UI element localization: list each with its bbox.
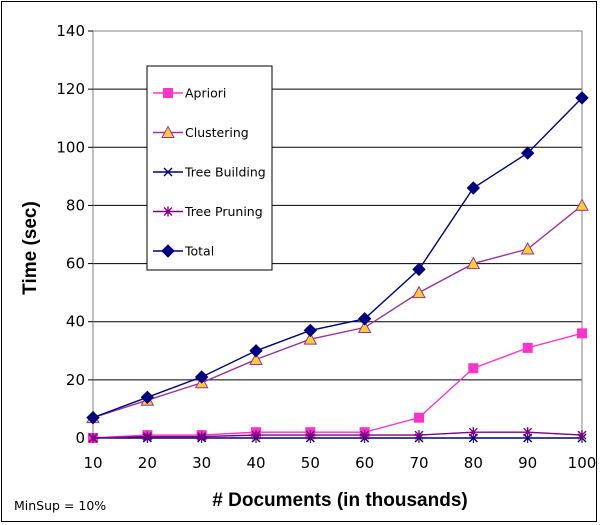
legend-item-apriori: Apriori bbox=[153, 86, 226, 101]
tree-pruning-point bbox=[305, 430, 315, 441]
legend-box bbox=[146, 65, 273, 271]
total-point bbox=[466, 181, 481, 195]
tree-pruning-point bbox=[251, 430, 261, 441]
y-tick-label: 20 bbox=[66, 371, 85, 389]
total-point bbox=[575, 91, 589, 105]
legend-label: Clustering bbox=[185, 125, 249, 140]
total-point bbox=[412, 262, 426, 277]
apriori-point bbox=[414, 412, 424, 423]
legend-marker bbox=[161, 125, 175, 138]
tree-pruning-line bbox=[92, 431, 583, 439]
tree-pruning-point bbox=[577, 430, 587, 441]
legend-item-clustering: Clustering bbox=[153, 125, 249, 140]
x-tick-label: 100 bbox=[568, 454, 597, 472]
clustering-point bbox=[303, 332, 318, 345]
x-tick-label: 10 bbox=[83, 454, 102, 472]
clustering-point bbox=[520, 241, 535, 255]
y-tick-label: 140 bbox=[56, 22, 85, 40]
legend-label: Tree Building bbox=[184, 165, 266, 180]
y-tick-label: 80 bbox=[66, 196, 85, 214]
total-point bbox=[194, 370, 209, 384]
total-point bbox=[357, 312, 372, 326]
x-tick-label: 60 bbox=[355, 454, 374, 472]
tree-pruning-point bbox=[142, 431, 152, 442]
x-axis-ticks: 10 20 30 40 50 60 70 80 90 100 bbox=[83, 438, 596, 472]
legend-label: Apriori bbox=[185, 86, 226, 101]
clustering-point bbox=[575, 198, 589, 211]
y-tick-label: 40 bbox=[66, 313, 85, 331]
total-point bbox=[249, 344, 263, 358]
x-tick-label: 90 bbox=[518, 454, 537, 472]
y-tick-label: 120 bbox=[56, 80, 85, 98]
clustering-point bbox=[249, 352, 263, 366]
series-total bbox=[86, 91, 589, 425]
series-apriori bbox=[88, 328, 587, 443]
legend-label: Tree Pruning bbox=[184, 204, 263, 219]
apriori-point bbox=[468, 363, 479, 374]
tree-pruning-point bbox=[197, 431, 207, 442]
y-tick-label: 60 bbox=[66, 255, 85, 273]
y-axis-ticks: 0 20 40 60 80 100 120 140 bbox=[56, 22, 93, 447]
legend-label: Total bbox=[184, 244, 214, 259]
tree-pruning-point bbox=[468, 427, 478, 438]
clustering-point bbox=[357, 320, 372, 334]
clustering-line bbox=[92, 204, 583, 419]
x-tick-label: 80 bbox=[464, 454, 483, 472]
x-tick-label: 30 bbox=[192, 454, 211, 472]
y-tick-label: 100 bbox=[56, 138, 85, 156]
y-tick-label: 0 bbox=[75, 429, 85, 447]
apriori-line bbox=[92, 332, 583, 439]
x-tick-label: 50 bbox=[301, 454, 320, 472]
x-tick-label: 40 bbox=[246, 454, 265, 472]
series-layer bbox=[86, 91, 589, 443]
apriori-point bbox=[522, 342, 533, 353]
total-point bbox=[520, 146, 535, 160]
x-tick-label: 20 bbox=[138, 454, 157, 472]
legend-marker bbox=[161, 244, 175, 258]
legend-marker bbox=[163, 88, 173, 98]
y-axis-title: Time (sec) bbox=[20, 201, 41, 295]
total-point bbox=[86, 410, 100, 425]
legend: Apriori Clustering Tree Building Tree Pruni… bbox=[146, 65, 273, 271]
apriori-point bbox=[577, 328, 587, 339]
total-line bbox=[92, 97, 583, 419]
legend-item-tree-building: Tree Building bbox=[153, 165, 266, 180]
legend-item-total: Total bbox=[153, 244, 214, 259]
clustering-point bbox=[466, 256, 481, 270]
tree-pruning-point bbox=[88, 433, 98, 443]
total-point bbox=[303, 323, 318, 338]
x-axis-title: # Documents (in thousands) bbox=[212, 490, 467, 511]
clustering-point bbox=[412, 285, 426, 299]
legend-item-tree-pruning: Tree Pruning bbox=[153, 204, 263, 219]
series-tree-pruning bbox=[88, 427, 587, 443]
total-point bbox=[140, 390, 155, 405]
tree-pruning-point bbox=[414, 430, 424, 441]
tree-pruning-point bbox=[523, 427, 533, 438]
minsup-note: MinSup = 10% bbox=[14, 498, 106, 513]
x-tick-label: 70 bbox=[409, 454, 428, 472]
legend-marker bbox=[163, 206, 173, 217]
tree-pruning-point bbox=[360, 430, 370, 441]
legend-marker bbox=[163, 167, 173, 177]
